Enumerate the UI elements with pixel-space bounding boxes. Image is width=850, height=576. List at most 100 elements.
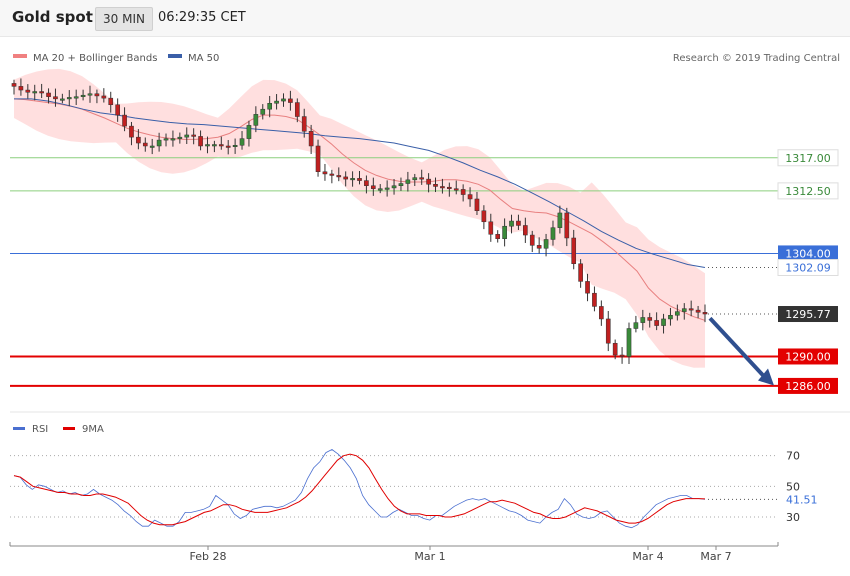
candle xyxy=(440,178,445,194)
candle-body xyxy=(73,96,79,99)
legend-label-ma50: MA 50 xyxy=(188,53,219,64)
candle xyxy=(364,175,369,194)
interval-selector[interactable]: 30 MIN xyxy=(95,7,153,31)
candle-body xyxy=(239,138,245,146)
candle-body xyxy=(605,318,611,344)
candle xyxy=(391,179,397,195)
candle-body xyxy=(101,95,107,99)
candle xyxy=(599,300,604,326)
candle xyxy=(398,177,404,191)
candle xyxy=(108,91,114,113)
candle xyxy=(377,184,383,194)
price-label-1295-77: 1295.77 xyxy=(785,308,831,321)
candle xyxy=(447,182,452,197)
candle xyxy=(543,233,549,257)
candle-body xyxy=(53,96,58,100)
candle xyxy=(218,136,224,150)
candle xyxy=(592,286,597,312)
candle-body xyxy=(212,144,217,147)
candle-body xyxy=(267,103,272,110)
candle xyxy=(46,88,51,104)
candle xyxy=(73,89,79,106)
candle xyxy=(626,322,632,365)
candle xyxy=(647,312,653,328)
candle-body xyxy=(564,212,570,239)
candle xyxy=(94,89,100,104)
candle xyxy=(681,303,687,320)
candle-body xyxy=(246,125,252,139)
candle xyxy=(18,78,24,96)
candle xyxy=(668,307,673,326)
candle-body xyxy=(232,144,238,147)
candle-body xyxy=(281,98,286,102)
candle xyxy=(357,171,362,185)
candle-body xyxy=(640,317,646,323)
candle-body xyxy=(350,178,355,181)
candle-body xyxy=(87,93,93,96)
candle xyxy=(405,171,411,192)
candle xyxy=(315,139,321,177)
candle-body xyxy=(626,328,632,357)
candle-body xyxy=(599,306,604,320)
candle xyxy=(80,89,86,101)
candle xyxy=(453,180,459,195)
candle-body xyxy=(46,92,51,97)
candle-body xyxy=(301,116,307,132)
rsi-tick-label-30: 30 xyxy=(786,511,800,524)
candle xyxy=(122,107,127,132)
x-axis: Feb 28 Mar 1 Mar 4 Mar 7 xyxy=(9,542,779,563)
candle xyxy=(350,171,355,187)
candle xyxy=(605,311,611,352)
candle xyxy=(336,167,342,182)
candle xyxy=(205,136,210,154)
candle-body xyxy=(440,186,445,189)
price-label-1317-00: 1317.00 xyxy=(785,152,831,165)
candle-body xyxy=(523,225,528,236)
legend-swatch-rsi xyxy=(13,427,25,430)
candle-body xyxy=(18,86,24,91)
candle xyxy=(149,138,155,155)
candle-body xyxy=(39,91,44,94)
chart-header: Gold spot 30 MIN 06:29:35 CET xyxy=(0,0,850,37)
candle-body xyxy=(225,145,231,148)
candle xyxy=(136,129,141,150)
candle xyxy=(267,95,272,118)
price-label-1290-00: 1290.00 xyxy=(785,350,831,363)
candle xyxy=(191,128,196,145)
price-label-box-1295-77 xyxy=(778,306,838,323)
candle xyxy=(433,177,438,193)
candle-body xyxy=(474,198,480,212)
candle-body xyxy=(412,177,418,181)
candle-body xyxy=(668,315,673,320)
candle-body xyxy=(149,145,155,148)
candle xyxy=(115,98,120,122)
candle-body xyxy=(136,136,141,144)
candle xyxy=(177,132,183,144)
candle xyxy=(281,93,286,107)
candle-body xyxy=(391,185,397,189)
candle xyxy=(32,84,38,101)
candle xyxy=(585,273,590,302)
candlesticks xyxy=(11,78,708,365)
candle-body xyxy=(357,178,362,181)
candle xyxy=(688,300,694,317)
candle-body xyxy=(460,189,466,195)
candle xyxy=(212,140,217,153)
candle xyxy=(502,218,507,247)
candle xyxy=(198,130,203,151)
forecast-arrow-head xyxy=(758,368,774,386)
credit-text: Research © 2019 Trading Central xyxy=(673,53,840,64)
candle-body xyxy=(322,171,328,175)
candle-body xyxy=(177,136,183,139)
candle xyxy=(654,312,659,331)
price-label-box-1286-00 xyxy=(778,377,838,394)
candle-body xyxy=(495,234,501,239)
candle-body xyxy=(433,184,438,187)
rsi-panel: 70 50 30 41.51 xyxy=(10,449,818,529)
candle xyxy=(495,230,501,243)
candle-body xyxy=(612,342,618,356)
candle-body xyxy=(681,308,687,312)
candle xyxy=(529,230,535,253)
candle xyxy=(301,108,307,138)
candle xyxy=(329,169,335,184)
